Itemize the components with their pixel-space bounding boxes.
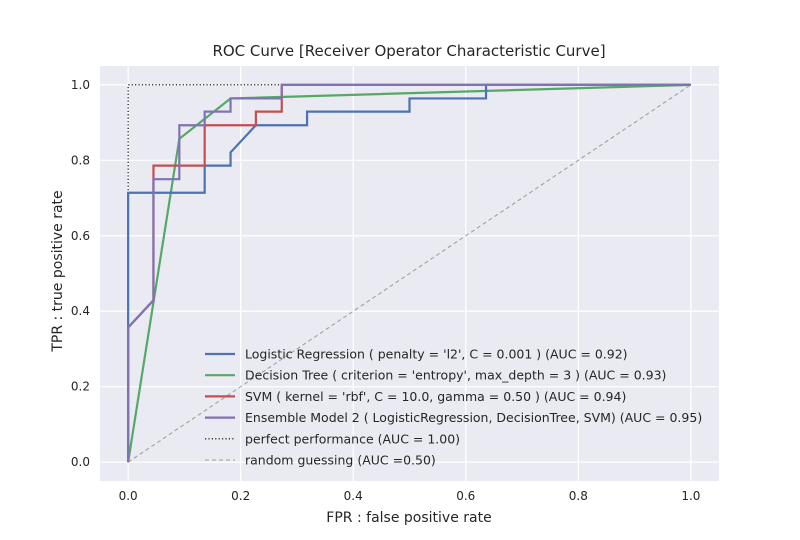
legend-label: SVM ( kernel = 'rbf', C = 10.0, gamma = … xyxy=(245,389,626,404)
legend: Logistic Regression ( penalty = 'l2', C … xyxy=(205,347,702,468)
chart-title: ROC Curve [Receiver Operator Characteris… xyxy=(212,42,605,60)
y-axis-label: TPR : true positive rate xyxy=(50,190,66,352)
grid xyxy=(100,66,719,481)
x-tick-label: 0.4 xyxy=(344,489,363,503)
x-tick-label: 0.0 xyxy=(119,489,138,503)
legend-label: Logistic Regression ( penalty = 'l2', C … xyxy=(245,347,628,362)
x-axis-label: FPR : false positive rate xyxy=(326,510,491,526)
y-tick-label: 1.0 xyxy=(71,78,90,92)
legend-label: random guessing (AUC =0.50) xyxy=(245,453,436,468)
series-layer xyxy=(127,83,692,463)
y-tick-label: 0.4 xyxy=(71,304,90,318)
y-tick-label: 0.6 xyxy=(71,229,90,243)
legend-label: Decision Tree ( criterion = 'entropy', m… xyxy=(245,368,666,383)
series-line-random-guessing xyxy=(127,84,692,463)
x-tick-label: 0.2 xyxy=(231,489,250,503)
legend-label: perfect performance (AUC = 1.00) xyxy=(245,431,460,446)
y-tick-label: 0.0 xyxy=(71,455,90,469)
y-tick-label: 0.8 xyxy=(71,153,90,167)
x-tick-label: 1.0 xyxy=(681,489,700,503)
legend-label: Ensemble Model 2 ( LogisticRegression, D… xyxy=(245,410,702,425)
y-tick-label: 0.2 xyxy=(71,380,90,394)
series-line-ensemble-model-2 xyxy=(127,83,691,463)
x-tick-label: 0.6 xyxy=(456,489,475,503)
axis-ticks: 0.0 0.2 0.4 0.6 0.8 1.0 0.0 0.2 0.4 0.6 0.8 1.0 xyxy=(71,78,701,503)
x-tick-label: 0.8 xyxy=(569,489,588,503)
